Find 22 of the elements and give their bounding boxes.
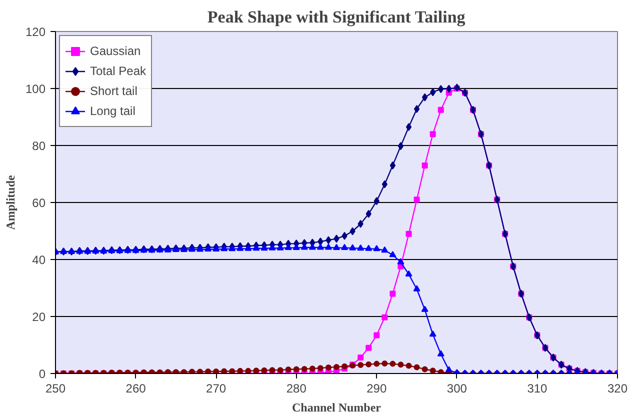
legend-label: Total Peak xyxy=(90,64,146,78)
y-axis-title: Amplitude xyxy=(3,174,18,230)
x-tick-label: 250 xyxy=(45,382,66,396)
y-tick-label: 100 xyxy=(25,82,46,96)
legend-label: Gaussian xyxy=(90,44,141,58)
x-tick-label: 310 xyxy=(527,382,548,396)
y-tick-label: 60 xyxy=(32,196,46,210)
x-tick-label: 320 xyxy=(607,382,628,396)
y-tick-label: 80 xyxy=(32,139,46,153)
legend-label: Long tail xyxy=(90,104,136,118)
x-axis-title: Channel Number xyxy=(292,400,382,414)
y-tick-label: 0 xyxy=(38,367,46,381)
y-tick-label: 120 xyxy=(25,25,46,39)
chart-title: Peak Shape with Significant Tailing xyxy=(207,8,466,26)
x-tick-label: 270 xyxy=(206,382,226,396)
x-tick-label: 290 xyxy=(366,382,387,396)
x-tick-label: 260 xyxy=(126,382,146,396)
y-tick-label: 20 xyxy=(32,310,46,324)
x-tick-label: 280 xyxy=(286,382,307,396)
legend-label: Short tail xyxy=(90,84,138,98)
x-tick-label: 300 xyxy=(446,382,468,396)
y-tick-label: 40 xyxy=(32,253,46,267)
